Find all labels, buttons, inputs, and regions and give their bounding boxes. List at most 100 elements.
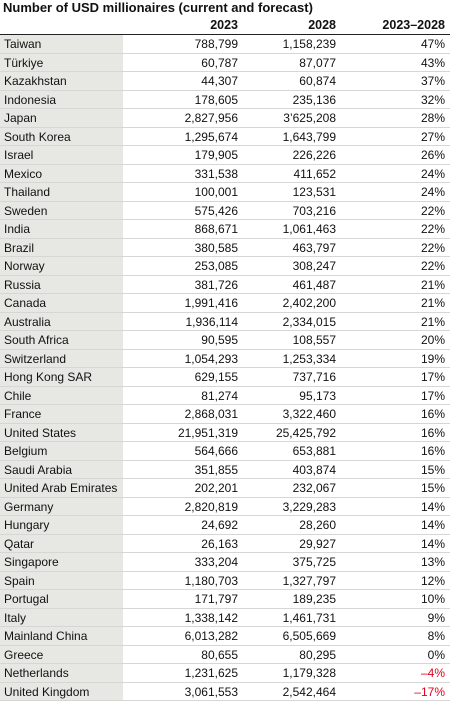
country-name: Switzerland bbox=[0, 349, 123, 367]
value-2023: 44,307 bbox=[201, 74, 238, 88]
country-name: Belgium bbox=[0, 442, 123, 460]
table-row: Qatar 26,163 29,927 14% bbox=[0, 534, 450, 553]
growth-percent: 24% bbox=[420, 185, 445, 199]
value-2028: 3,229,283 bbox=[282, 499, 336, 514]
table-row: Chile 81,274 95,173 17% bbox=[0, 386, 450, 405]
table-row: South Africa 90,595 108,557 20% bbox=[0, 331, 450, 350]
country-name: Spain bbox=[0, 571, 123, 589]
value-2023: 331,538 bbox=[194, 166, 238, 181]
value-2028: 1,643,799 bbox=[282, 129, 336, 144]
table-row: Australia 1,936,114 2,334,015 21% bbox=[0, 312, 450, 331]
table-row: Netherlands 1,231,625 1,179,328 –4% bbox=[0, 664, 450, 683]
country-name: Germany bbox=[0, 497, 123, 515]
value-2028: 235,136 bbox=[292, 92, 336, 107]
value-2028: 737,716 bbox=[292, 370, 336, 384]
country-name: Canada bbox=[0, 294, 123, 312]
table-row: Belgium 564,666 653,881 16% bbox=[0, 442, 450, 461]
value-2023: 1,991,416 bbox=[184, 296, 238, 310]
value-2028: 232,067 bbox=[292, 481, 336, 495]
value-2028: 2,334,015 bbox=[282, 314, 336, 329]
value-2023: 868,671 bbox=[194, 222, 238, 236]
table-row: Russia 381,726 461,487 21% bbox=[0, 275, 450, 294]
value-2028: 1,158,239 bbox=[282, 37, 336, 51]
value-2023: 3,061,553 bbox=[184, 684, 238, 699]
table-title: Number of USD millionaires (current and … bbox=[3, 0, 313, 15]
country-name: Qatar bbox=[0, 534, 123, 552]
table-row: United States 21,951,319 25,425,792 16% bbox=[0, 423, 450, 442]
value-2023: 1,231,625 bbox=[184, 666, 238, 680]
table-row: Canada 1,991,416 2,402,200 21% bbox=[0, 294, 450, 313]
table-row: Italy 1,338,142 1,461,731 9% bbox=[0, 608, 450, 627]
value-2028: 3’625,208 bbox=[283, 111, 336, 125]
country-name: Singapore bbox=[0, 553, 123, 571]
column-header: 2023–2028 bbox=[382, 18, 445, 32]
growth-percent: 21% bbox=[420, 296, 445, 310]
growth-percent: 14% bbox=[420, 499, 445, 514]
value-2028: 703,216 bbox=[292, 203, 336, 218]
growth-percent: 17% bbox=[420, 388, 445, 403]
value-2023: 1,338,142 bbox=[184, 610, 238, 625]
growth-percent: 47% bbox=[420, 37, 445, 51]
country-name: France bbox=[0, 405, 123, 423]
country-name: Mexico bbox=[0, 164, 123, 182]
growth-percent: 37% bbox=[420, 74, 445, 88]
table-row: India 868,671 1,061,463 22% bbox=[0, 220, 450, 239]
value-2023: 60,787 bbox=[201, 55, 238, 70]
value-2028: 25,425,792 bbox=[275, 425, 336, 440]
value-2028: 461,487 bbox=[292, 277, 336, 292]
country-name: Sweden bbox=[0, 201, 123, 219]
country-name: India bbox=[0, 220, 123, 238]
table-row: Thailand 100,001 123,531 24% bbox=[0, 183, 450, 202]
value-2028: 403,874 bbox=[292, 462, 336, 477]
value-2023: 100,001 bbox=[194, 185, 238, 199]
country-name: South Africa bbox=[0, 331, 123, 349]
value-2023: 2,868,031 bbox=[184, 407, 238, 421]
table-row: Portugal 171,797 189,235 10% bbox=[0, 590, 450, 609]
value-2023: 629,155 bbox=[194, 370, 238, 384]
growth-percent: 10% bbox=[420, 592, 445, 606]
table-row: Greece 80,655 80,295 0% bbox=[0, 645, 450, 664]
value-2028: 1,461,731 bbox=[282, 610, 336, 625]
country-name: United Arab Emirates bbox=[0, 479, 123, 497]
country-name: Russia bbox=[0, 275, 123, 293]
value-2023: 80,655 bbox=[201, 647, 238, 662]
header-row: 2023 2028 2023–2028 bbox=[0, 16, 450, 35]
country-name: Italy bbox=[0, 608, 123, 626]
value-2023: 202,201 bbox=[194, 481, 238, 495]
country-name: Netherlands bbox=[0, 664, 123, 682]
value-2023: 564,666 bbox=[194, 444, 238, 458]
growth-percent: 12% bbox=[420, 573, 445, 588]
growth-percent: 16% bbox=[420, 444, 445, 458]
value-2028: 1,327,797 bbox=[282, 573, 336, 588]
country-name: Thailand bbox=[0, 183, 123, 201]
value-2028: 308,247 bbox=[292, 259, 336, 273]
value-2028: 411,652 bbox=[293, 166, 337, 181]
value-2028: 375,725 bbox=[292, 555, 336, 569]
country-name: Australia bbox=[0, 312, 123, 330]
country-name: Hong Kong SAR bbox=[0, 368, 123, 386]
value-2023: 381,726 bbox=[194, 277, 238, 292]
growth-percent: 22% bbox=[420, 203, 445, 218]
table-row: Brazil 380,585 463,797 22% bbox=[0, 238, 450, 257]
value-2023: 1,180,703 bbox=[184, 573, 238, 588]
country-name: Türkiye bbox=[0, 53, 123, 71]
value-2028: 60,874 bbox=[299, 74, 336, 88]
growth-percent: 32% bbox=[420, 92, 445, 107]
growth-percent: 16% bbox=[420, 407, 445, 421]
country-name: Saudi Arabia bbox=[0, 460, 123, 478]
value-2028: 95,173 bbox=[299, 388, 336, 403]
value-2023: 179,905 bbox=[194, 148, 238, 162]
growth-percent: 26% bbox=[420, 148, 445, 162]
value-2028: 1,253,334 bbox=[282, 351, 336, 366]
growth-percent: –4% bbox=[420, 666, 445, 680]
growth-percent: 9% bbox=[427, 610, 445, 625]
country-name: Hungary bbox=[0, 516, 123, 534]
table-row: Norway 253,085 308,247 22% bbox=[0, 257, 450, 276]
growth-percent: 14% bbox=[420, 518, 445, 532]
growth-percent: 19% bbox=[420, 351, 445, 366]
growth-percent: 43% bbox=[420, 55, 445, 70]
table-row: United Arab Emirates 202,201 232,067 15% bbox=[0, 479, 450, 498]
country-name: Kazakhstan bbox=[0, 72, 123, 90]
growth-percent: –17% bbox=[414, 684, 445, 699]
